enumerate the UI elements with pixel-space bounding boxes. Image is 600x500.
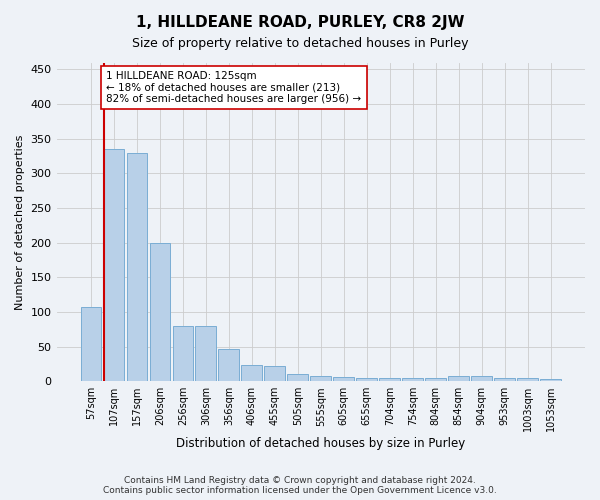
X-axis label: Distribution of detached houses by size in Purley: Distribution of detached houses by size … [176, 437, 466, 450]
Bar [149, 242, 170, 381]
Text: Contains HM Land Registry data © Crown copyright and database right 2024.
Contai: Contains HM Land Registry data © Crown c… [103, 476, 497, 495]
Bar [127, 152, 147, 381]
Bar [472, 376, 492, 381]
Bar [379, 378, 400, 381]
Bar [425, 378, 446, 381]
Bar [517, 378, 538, 381]
Bar [356, 378, 377, 381]
Bar [403, 378, 423, 381]
Bar [310, 376, 331, 381]
Bar [196, 326, 216, 381]
Bar [540, 379, 561, 381]
Bar [265, 366, 285, 381]
Bar [218, 348, 239, 381]
Y-axis label: Number of detached properties: Number of detached properties [15, 134, 25, 310]
Bar [173, 326, 193, 381]
Bar [104, 149, 124, 381]
Text: 1 HILLDEANE ROAD: 125sqm
← 18% of detached houses are smaller (213)
82% of semi-: 1 HILLDEANE ROAD: 125sqm ← 18% of detach… [106, 71, 361, 104]
Bar [80, 307, 101, 381]
Bar [334, 377, 354, 381]
Text: Size of property relative to detached houses in Purley: Size of property relative to detached ho… [132, 38, 468, 51]
Bar [241, 364, 262, 381]
Bar [494, 378, 515, 381]
Bar [448, 376, 469, 381]
Bar [287, 374, 308, 381]
Text: 1, HILLDEANE ROAD, PURLEY, CR8 2JW: 1, HILLDEANE ROAD, PURLEY, CR8 2JW [136, 15, 464, 30]
